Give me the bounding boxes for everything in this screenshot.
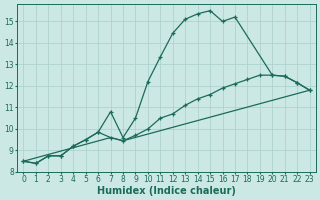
X-axis label: Humidex (Indice chaleur): Humidex (Indice chaleur) (97, 186, 236, 196)
